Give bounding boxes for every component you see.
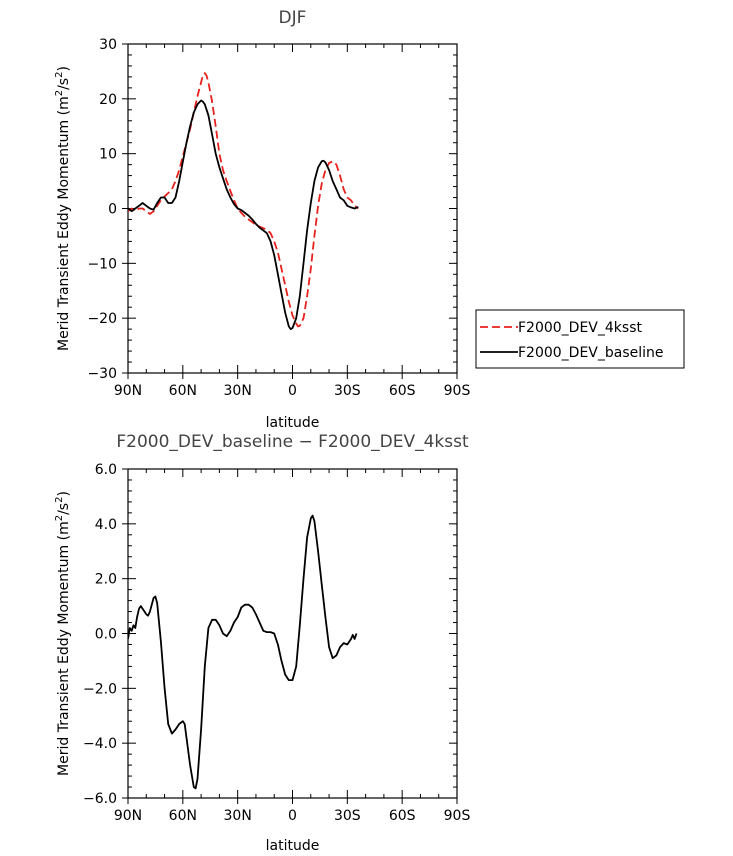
y-tick-label: 0 — [108, 202, 117, 218]
x-tick-label: 0 — [288, 808, 297, 824]
x-axis-label: latitude — [266, 415, 320, 431]
y-tick-label: 20 — [99, 92, 117, 108]
y-tick-label: −2.0 — [83, 681, 117, 697]
series-line-f2000-dev-baseline — [128, 99, 359, 331]
x-tick-label: 90N — [114, 808, 142, 824]
y-axis-label-superscript: 2 — [54, 497, 65, 503]
y-tick-label: 2.0 — [95, 572, 117, 588]
y-axis-label-superscript: 2 — [54, 72, 65, 78]
y-tick-label: 30 — [99, 37, 117, 53]
x-tick-label: 30N — [224, 808, 252, 824]
plot-frame — [127, 468, 458, 799]
y-tick-label: 4.0 — [95, 517, 117, 533]
y-tick-label: −6.0 — [83, 791, 117, 807]
y-tick-label: −4.0 — [83, 736, 117, 752]
x-tick-label: 60S — [389, 383, 416, 399]
x-tick-label: 0 — [288, 383, 297, 399]
y-axis-label-part: ) — [56, 491, 72, 496]
x-tick-label: 90S — [444, 383, 471, 399]
x-tick-label: 60N — [169, 808, 197, 824]
y-axis-label-part: /s — [56, 503, 72, 515]
x-tick-label: 30S — [334, 383, 361, 399]
x-axis-label: latitude — [266, 838, 320, 854]
y-axis-label-part: /s — [56, 78, 72, 90]
chart-title: DJF — [279, 8, 307, 28]
series-line-f2000-dev-4ksst — [128, 72, 359, 328]
legend-label: F2000_DEV_4ksst — [518, 320, 642, 336]
x-tick-label: 60N — [169, 383, 197, 399]
x-tick-label: 30S — [334, 808, 361, 824]
chart-title: F2000_DEV_baseline − F2000_DEV_4ksst — [116, 432, 469, 452]
y-axis-label: Merid Transient Eddy Momentum (m2/s2) — [54, 491, 72, 776]
y-tick-label: −30 — [87, 366, 117, 382]
difference-line — [128, 514, 358, 790]
y-axis-label-superscript: 2 — [54, 90, 65, 96]
y-tick-label: 0.0 — [95, 627, 117, 643]
y-tick-label: −10 — [87, 256, 117, 272]
y-tick-label: 6.0 — [95, 462, 117, 478]
y-tick-label: 10 — [99, 147, 117, 163]
y-axis-label-part: ) — [56, 66, 72, 71]
legend-label: F2000_DEV_baseline — [518, 345, 664, 361]
x-tick-label: 60S — [389, 808, 416, 824]
y-axis-label-superscript: 2 — [54, 515, 65, 521]
x-tick-label: 90S — [444, 808, 471, 824]
y-axis-label-part: Merid Transient Eddy Momentum (m — [56, 521, 72, 776]
y-axis-label: Merid Transient Eddy Momentum (m2/s2) — [54, 66, 72, 351]
y-axis-label-part: Merid Transient Eddy Momentum (m — [56, 96, 72, 351]
legend-box — [475, 309, 685, 369]
y-tick-label: −20 — [87, 311, 117, 327]
plot-frame — [127, 43, 458, 374]
x-tick-label: 90N — [114, 383, 142, 399]
x-tick-label: 30N — [224, 383, 252, 399]
